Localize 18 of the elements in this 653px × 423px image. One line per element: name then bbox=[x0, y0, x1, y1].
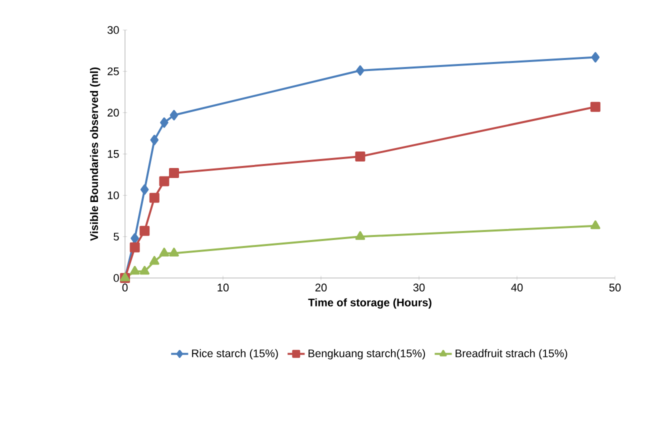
x-tick-label: 50 bbox=[609, 284, 621, 292]
x-tick-label: 40 bbox=[511, 284, 523, 292]
x-tick-label: 10 bbox=[218, 284, 229, 292]
legend-label: Rice starch (15%) bbox=[192, 349, 278, 360]
y-tick-label: 15 bbox=[108, 150, 119, 158]
y-tick-label: 25 bbox=[108, 67, 119, 76]
x-axis-title: Time of storage (Hours) bbox=[308, 298, 432, 309]
y-axis-title: Visible Boundaries observed (ml) bbox=[90, 68, 100, 241]
y-tick-label: 10 bbox=[108, 191, 119, 200]
x-tick-label: 30 bbox=[413, 284, 425, 292]
legend-label: Bengkuang starch(15%) bbox=[308, 349, 425, 360]
y-tick-label: 5 bbox=[114, 232, 119, 241]
y-tick-label: 30 bbox=[108, 26, 119, 34]
y-tick-label: 0 bbox=[114, 274, 119, 282]
y-tick-label: 20 bbox=[108, 108, 119, 117]
x-tick-label: 0 bbox=[122, 284, 128, 292]
x-tick-label: 20 bbox=[315, 284, 327, 292]
legend-label: Breadfruit strach (15%) bbox=[456, 349, 568, 360]
